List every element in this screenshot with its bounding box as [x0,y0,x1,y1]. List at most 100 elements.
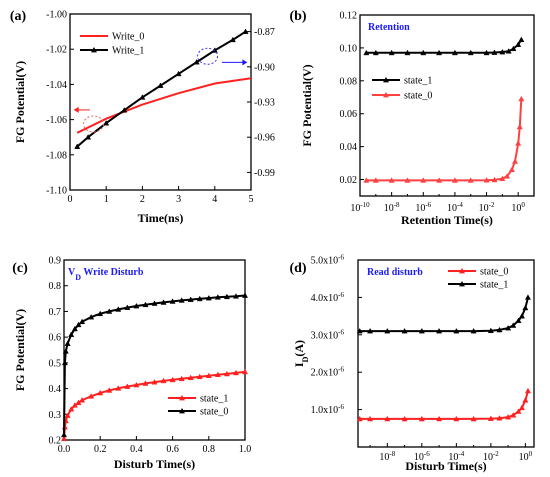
data-point-state_0-13 [511,158,519,164]
data-point-state_1-23 [223,370,230,377]
data-point-state_0-10 [505,413,512,420]
data-point-state_1-9 [491,49,498,55]
series-line-state_0 [366,98,523,182]
panel-title-d: Read disturb [367,267,423,278]
y-tick-label-a-3: -1.06 [46,115,67,126]
annotation-ellipse-write0 [83,115,105,133]
x-tick-label-a-2: 2 [140,194,145,205]
data-point-state_1-1 [367,327,374,334]
legend-label-state_0: state_0 [404,91,432,102]
data-point-state_1-11 [505,48,512,54]
y-tick-label-c-0: 0.9 [49,256,62,267]
data-point-Write_1-2 [103,120,110,126]
data-point-state_0-1 [367,415,374,422]
legend-marker-state_0 [458,267,466,274]
y-tick-label-c-5: 0.4 [49,384,62,395]
data-point-state_1-22 [214,371,221,378]
panel-title-c: VD Write Disturb [68,267,144,282]
legend-marker-state_1 [458,280,466,287]
data-point-state_1-10 [106,387,113,393]
data-point-state_0-12 [515,408,522,414]
y2-tick-label-a-2: -0.93 [254,98,275,109]
y-axis-label-c: FG Potential(V) [13,309,27,391]
data-point-state_1-13 [133,381,140,388]
data-point-state_1-13 [515,41,522,47]
data-point-state_0-21 [205,294,212,301]
x-axis-label-b: Retention Time(s) [401,213,493,227]
data-point-state_1-14 [518,36,525,43]
data-point-state_0-8 [487,415,494,421]
data-point-state_1-15 [151,379,158,385]
x-axis-label-a: Time(ns) [138,211,184,225]
legend-label-state_0: state_0 [480,267,508,278]
panel-title-b: Retention [368,22,410,33]
data-point-state_1-7 [467,49,474,56]
data-point-state_1-4 [68,406,75,412]
data-point-state_0-11 [510,412,517,418]
y-tick-label-a-4: -1.08 [46,150,67,161]
data-point-state_0-22 [214,294,221,300]
data-point-state_1-4 [418,327,425,334]
panel-b-series-state_1 [363,36,525,56]
data-point-state_0-2 [62,348,69,354]
x-tick-label-d-2: 10-4 [448,450,464,463]
data-point-state_0-16 [160,299,167,305]
data-point-state_1-11 [510,322,517,328]
data-point-state_0-24 [232,293,239,299]
series-line-state_1 [359,297,529,333]
data-point-state_1-12 [124,383,131,389]
data-point-Write_1-6 [175,70,182,77]
y-tick-label-c-4: 0.5 [49,358,62,369]
data-point-state_0-7 [470,415,477,422]
data-point-state_1-12 [510,45,517,52]
y-tick-label-d-1: 4.0x10-6 [311,291,345,304]
y-tick-label-c-3: 0.6 [49,333,62,344]
legend-label-Write_0: Write_0 [112,32,144,43]
data-point-state_1-21 [205,372,212,379]
y-tick-label-a-2: -1.04 [46,80,67,91]
plot-frame-a [69,13,252,191]
x-tick-label-c-4: 0.8 [203,444,216,455]
data-point-state_1-8 [483,49,490,56]
x-tick-label-a-4: 4 [212,194,217,205]
data-point-state_0-15 [524,387,531,394]
data-point-state_0-20 [196,295,203,302]
data-point-state_0-18 [178,297,185,303]
x-tick-label-c-0: 0.0 [58,444,71,455]
y-tick-label-c-7: 0.2 [49,436,62,447]
data-point-state_0-11 [115,306,122,312]
x-tick-label-a-5: 5 [249,194,254,205]
data-point-state_0-4 [418,415,425,422]
data-point-state_0-0 [60,431,68,438]
annotation-arrowhead-write1 [242,59,248,66]
data-point-Write_1-4 [139,94,146,100]
y-axis-label-b: FG Potential(V) [300,64,314,146]
y-tick-label-d-0: 5.0x10-6 [311,254,345,267]
panel-b-series-state_0 [363,95,525,183]
data-point-state_1-0 [60,435,68,442]
data-point-Write_1-7 [193,58,200,65]
legend-marker-state_0 [178,407,186,414]
data-point-state_0-10 [499,175,506,182]
y2-tick-label-a-1: -0.90 [254,62,275,73]
legend-marker-Write_1 [90,46,98,53]
data-point-state_0-6 [453,415,460,422]
data-point-state_1-0 [363,49,370,56]
x-tick-label-b-2: 10-6 [415,201,431,214]
data-point-state_1-20 [196,373,203,380]
y-axis-label-a: FG Potential(V) [13,61,27,143]
legend-label-state_1: state_1 [404,76,432,87]
data-point-Write_1-1 [85,134,92,140]
data-point-state_1-12 [515,317,522,323]
series-line-Write_0 [76,77,252,134]
data-point-state_0-23 [223,293,230,300]
data-point-state_1-3 [64,412,71,418]
data-point-state_0-3 [64,340,71,346]
data-point-state_0-0 [363,177,370,183]
y-tick-label-c-2: 0.7 [49,307,62,318]
data-point-state_0-3 [404,177,411,183]
data-point-state_1-16 [160,377,167,384]
data-point-state_1-5 [436,49,443,56]
y-tick-label-a-0: -1.00 [46,10,67,21]
data-point-state_0-4 [420,177,427,183]
